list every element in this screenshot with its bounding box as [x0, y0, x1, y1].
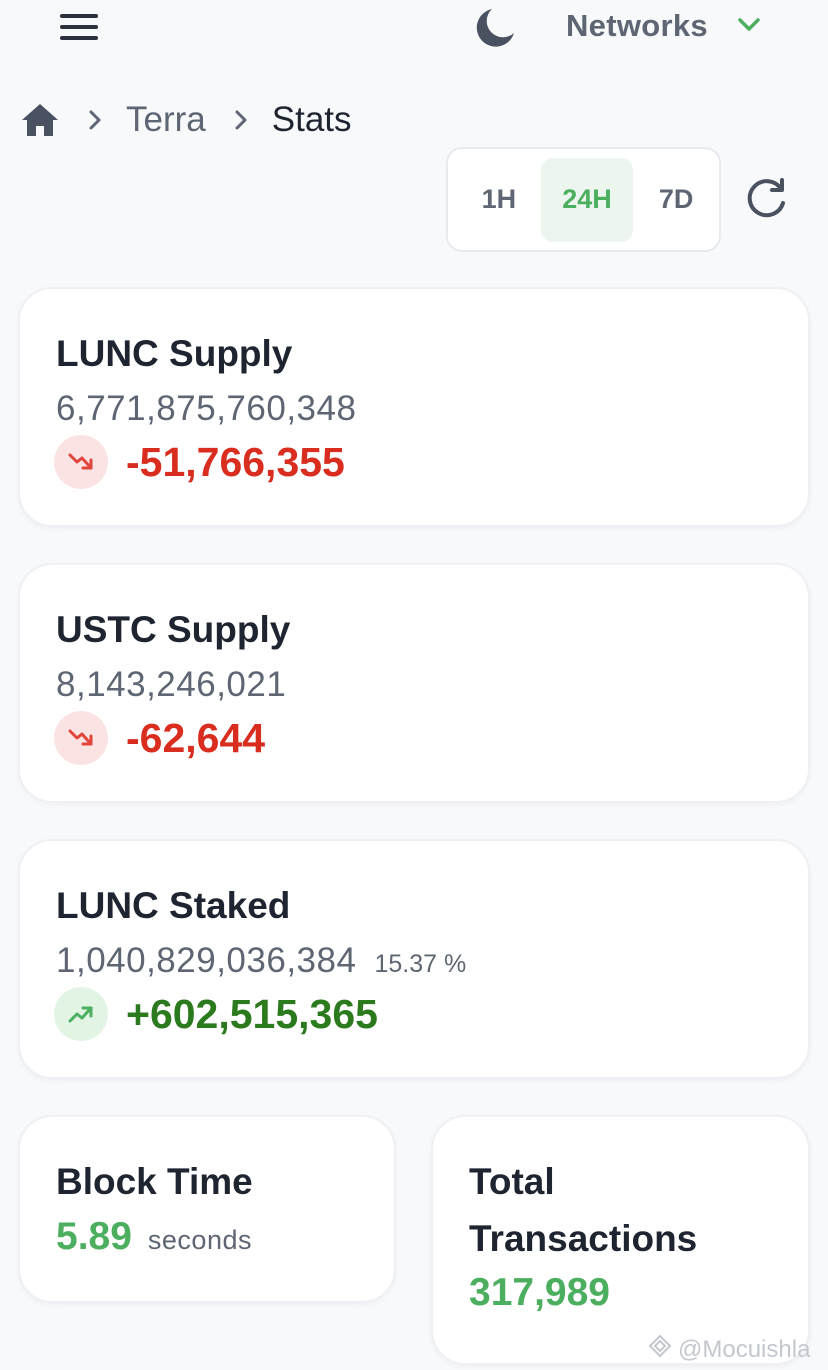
card-title: LUNC Supply: [56, 333, 293, 374]
chevron-down-icon: [736, 15, 762, 38]
change-value: -51,766,355: [126, 438, 345, 485]
change-row: +602,515,365: [54, 987, 378, 1041]
block-time-value-row: 5.89 seconds: [56, 1215, 252, 1259]
change-value: -62,644: [126, 714, 266, 761]
total-transactions-card: Total Transactions 317,989: [431, 1115, 810, 1365]
chevron-right-icon: [232, 108, 250, 132]
ustc-supply-card: USTC Supply 8,143,246,021 -62,644: [18, 563, 810, 803]
trend-up-icon: [54, 987, 108, 1041]
timeframe-switch: 1H 24H 7D: [446, 147, 721, 252]
card-title-line1: Total: [469, 1161, 555, 1202]
home-icon[interactable]: [20, 100, 60, 140]
watermark: @Mocuishla: [648, 1334, 810, 1365]
watermark-text: @Mocuishla: [678, 1335, 811, 1363]
card-value: 1,040,829,036,384: [56, 941, 357, 980]
card-value-row: 1,040,829,036,384 15.37 %: [56, 941, 466, 981]
card-title: Block Time: [56, 1161, 253, 1202]
networks-label: Networks: [566, 8, 708, 43]
timeframe-1h-button[interactable]: 1H: [481, 184, 517, 214]
change-row: -51,766,355: [54, 435, 345, 489]
card-title-line2: Transactions: [469, 1218, 698, 1259]
breadcrumb-stats: Stats: [271, 100, 352, 139]
staked-percent: 15.37 %: [374, 950, 467, 978]
networks-dropdown[interactable]: Networks: [566, 6, 762, 46]
lunc-supply-card: LUNC Supply 6,771,875,760,348 -51,766,35…: [18, 287, 810, 527]
menu-line: [60, 14, 98, 18]
lunc-staked-card: LUNC Staked 1,040,829,036,384 15.37 % +60…: [18, 839, 810, 1079]
timeframe-24h-button[interactable]: 24H: [540, 157, 634, 242]
trend-down-icon: [54, 711, 108, 765]
total-transactions-value: 317,989: [469, 1271, 610, 1314]
card-title: USTC Supply: [56, 609, 291, 650]
card-value: 8,143,246,021: [56, 665, 287, 704]
moon-icon[interactable]: [470, 4, 518, 52]
card-title: LUNC Staked: [56, 885, 291, 926]
watermark-logo-icon: [648, 1334, 672, 1365]
timeframe-7d-button[interactable]: 7D: [658, 184, 694, 214]
refresh-icon[interactable]: [742, 176, 790, 224]
change-value: +602,515,365: [126, 990, 378, 1037]
menu-line: [60, 25, 98, 29]
block-time-unit: seconds: [147, 1225, 252, 1255]
change-row: -62,644: [54, 711, 265, 765]
block-time-card: Block Time 5.89 seconds: [18, 1115, 396, 1303]
block-time-value: 5.89: [56, 1215, 132, 1258]
menu-line: [60, 36, 98, 40]
card-value: 6,771,875,760,348: [56, 389, 357, 428]
chevron-right-icon: [86, 108, 104, 132]
breadcrumb-terra[interactable]: Terra: [126, 100, 206, 139]
trend-down-icon: [54, 435, 108, 489]
menu-icon[interactable]: [58, 12, 102, 44]
breadcrumb: Terra Stats: [20, 98, 352, 142]
